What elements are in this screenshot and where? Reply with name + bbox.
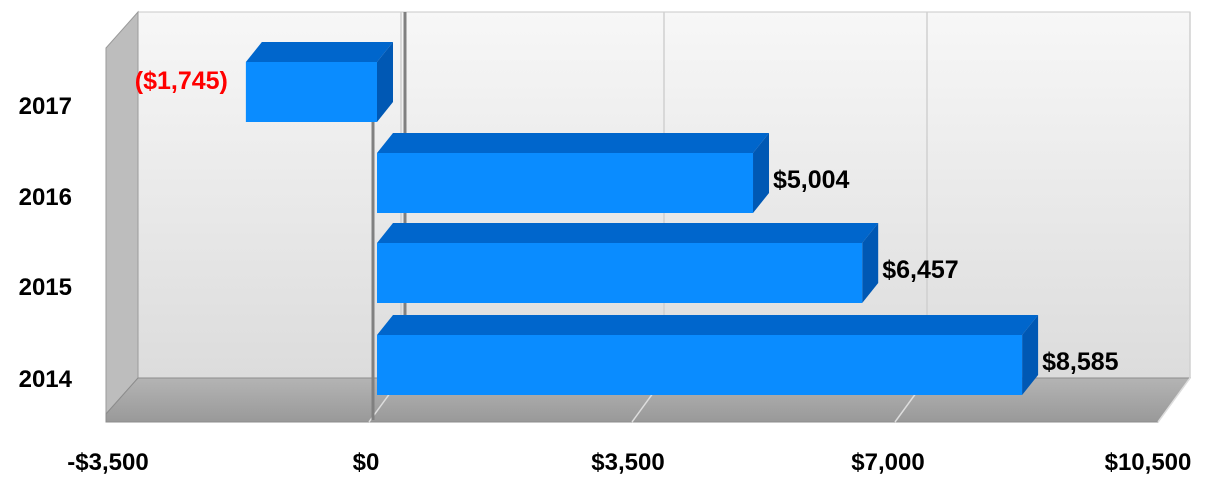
data-label-2015: $6,457 <box>882 256 958 284</box>
bar-top-2015 <box>377 223 879 243</box>
data-labels: ($1,745) $5,004 $6,457 $8,585 <box>135 67 1119 376</box>
data-label-2017: ($1,745) <box>135 67 228 95</box>
bar-front-2016 <box>377 153 754 213</box>
x-tick-label-1: $0 <box>353 449 380 476</box>
x-axis-tick-labels: -$3,500 $0 $3,500 $7,000 $10,500 <box>67 449 1191 476</box>
bar-2014 <box>377 315 1039 395</box>
y-tick-label-2017: 2017 <box>19 93 72 120</box>
bars <box>245 42 1039 395</box>
bar-top-2014 <box>377 315 1039 335</box>
data-label-2014: $8,585 <box>1042 348 1119 376</box>
x-tick-label-4: $10,500 <box>1105 449 1192 476</box>
bar-front-2015 <box>377 243 863 303</box>
y-tick-label-2015: 2015 <box>19 274 72 301</box>
chart-side-wall <box>105 10 139 416</box>
bar-top-2016 <box>377 133 770 153</box>
floor-gridline-4 <box>1157 377 1191 423</box>
bar-side-2014 <box>1022 315 1039 395</box>
data-label-2016: $5,004 <box>773 166 850 194</box>
bar-2017 <box>245 42 393 122</box>
bar-front-2014 <box>377 335 1023 395</box>
y-tick-label-2014: 2014 <box>19 366 73 393</box>
y-tick-label-2016: 2016 <box>19 184 72 211</box>
bar-2016 <box>377 133 770 213</box>
x-tick-label-3: $7,000 <box>851 449 924 476</box>
bar-side-2017 <box>377 42 393 122</box>
y-axis-tick-labels: 2017 2016 2015 2014 <box>19 93 73 393</box>
bar-2015 <box>377 223 879 303</box>
bar-top-2017 <box>245 42 393 62</box>
bar-front-2017 <box>245 62 377 122</box>
x-tick-label-0: -$3,500 <box>67 449 148 476</box>
bar-side-2016 <box>753 133 770 213</box>
x-tick-label-2: $3,500 <box>591 449 664 476</box>
bar-side-2015 <box>862 223 879 303</box>
